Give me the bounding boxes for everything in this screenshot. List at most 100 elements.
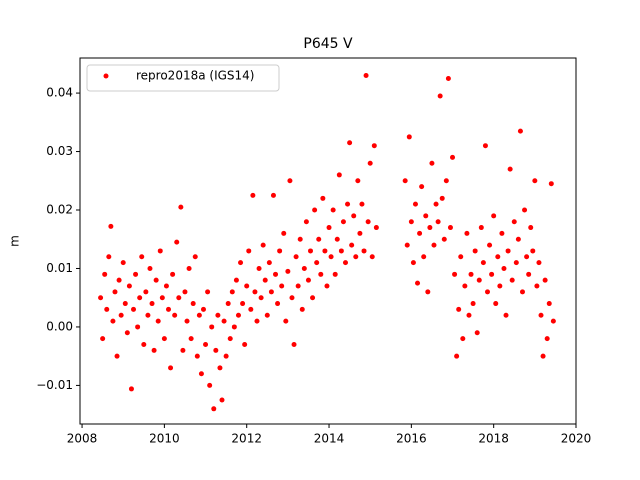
point <box>225 301 231 307</box>
point <box>482 143 488 149</box>
x-tick-label: 2010 <box>149 432 180 446</box>
point <box>143 289 149 295</box>
point <box>118 312 124 318</box>
point <box>215 312 221 318</box>
point <box>182 289 188 295</box>
y-tick-label: 0.04 <box>46 86 73 100</box>
point <box>254 318 260 324</box>
point <box>116 277 122 283</box>
axes-frame <box>79 57 577 425</box>
point <box>252 289 258 295</box>
point <box>174 239 180 245</box>
point <box>184 318 190 324</box>
point <box>192 254 198 260</box>
point <box>205 289 211 295</box>
y-tick-label: 0.01 <box>46 261 73 275</box>
point <box>163 283 169 289</box>
point <box>297 236 303 242</box>
point <box>153 277 159 283</box>
point <box>532 178 538 184</box>
point <box>217 365 223 371</box>
point <box>345 201 351 207</box>
point <box>314 260 320 266</box>
point <box>412 201 418 207</box>
point <box>334 236 340 242</box>
point <box>511 219 517 225</box>
point <box>155 318 161 324</box>
point <box>410 260 416 266</box>
point <box>165 306 171 312</box>
point <box>351 213 357 219</box>
point <box>431 242 437 248</box>
point <box>178 204 184 210</box>
point <box>487 242 493 248</box>
point <box>124 330 130 336</box>
point <box>503 312 509 318</box>
legend-label: repro2018a (IGS14) <box>136 69 254 83</box>
y-tick-label: −0.01 <box>36 378 73 392</box>
point <box>211 406 217 412</box>
legend: repro2018a (IGS14) <box>86 64 280 92</box>
point <box>147 265 153 271</box>
point <box>443 178 449 184</box>
point <box>497 283 503 289</box>
point <box>478 225 484 231</box>
point <box>474 330 480 336</box>
point <box>285 268 291 274</box>
point <box>408 219 414 225</box>
point <box>299 306 305 312</box>
point <box>293 254 299 260</box>
point <box>221 318 227 324</box>
point <box>188 336 194 342</box>
point <box>433 201 439 207</box>
point <box>505 248 511 254</box>
point <box>305 277 311 283</box>
point <box>425 289 431 295</box>
point <box>404 242 410 248</box>
point <box>273 271 279 277</box>
point <box>281 230 287 236</box>
point <box>544 336 550 342</box>
point <box>470 301 476 307</box>
point <box>186 265 192 271</box>
point <box>419 184 425 190</box>
point <box>176 295 182 301</box>
point <box>295 283 301 289</box>
point <box>168 365 174 371</box>
point <box>507 166 513 172</box>
point <box>235 312 241 318</box>
point <box>324 283 330 289</box>
point <box>279 283 285 289</box>
point <box>513 260 519 266</box>
point <box>291 341 297 347</box>
point <box>320 195 326 201</box>
point <box>231 324 237 330</box>
point <box>170 271 176 277</box>
point <box>137 295 143 301</box>
point <box>536 260 542 266</box>
point <box>338 248 344 254</box>
point <box>308 248 314 254</box>
point <box>427 225 433 231</box>
point <box>340 219 346 225</box>
y-tick-label: 0.02 <box>46 203 73 217</box>
point <box>275 301 281 307</box>
point <box>260 242 266 248</box>
point <box>318 271 324 277</box>
point <box>283 318 289 324</box>
point <box>316 236 322 242</box>
chart-title: P645 V <box>303 36 353 52</box>
point <box>447 225 453 231</box>
point <box>266 260 272 266</box>
point <box>429 160 435 166</box>
point <box>485 289 491 295</box>
point <box>248 306 254 312</box>
point <box>373 225 379 231</box>
legend-marker <box>103 73 109 79</box>
point <box>104 306 110 312</box>
plot-area <box>98 73 556 412</box>
x-tick-label: 2014 <box>314 432 345 446</box>
point <box>256 265 262 271</box>
point <box>441 236 447 242</box>
point <box>207 382 213 388</box>
